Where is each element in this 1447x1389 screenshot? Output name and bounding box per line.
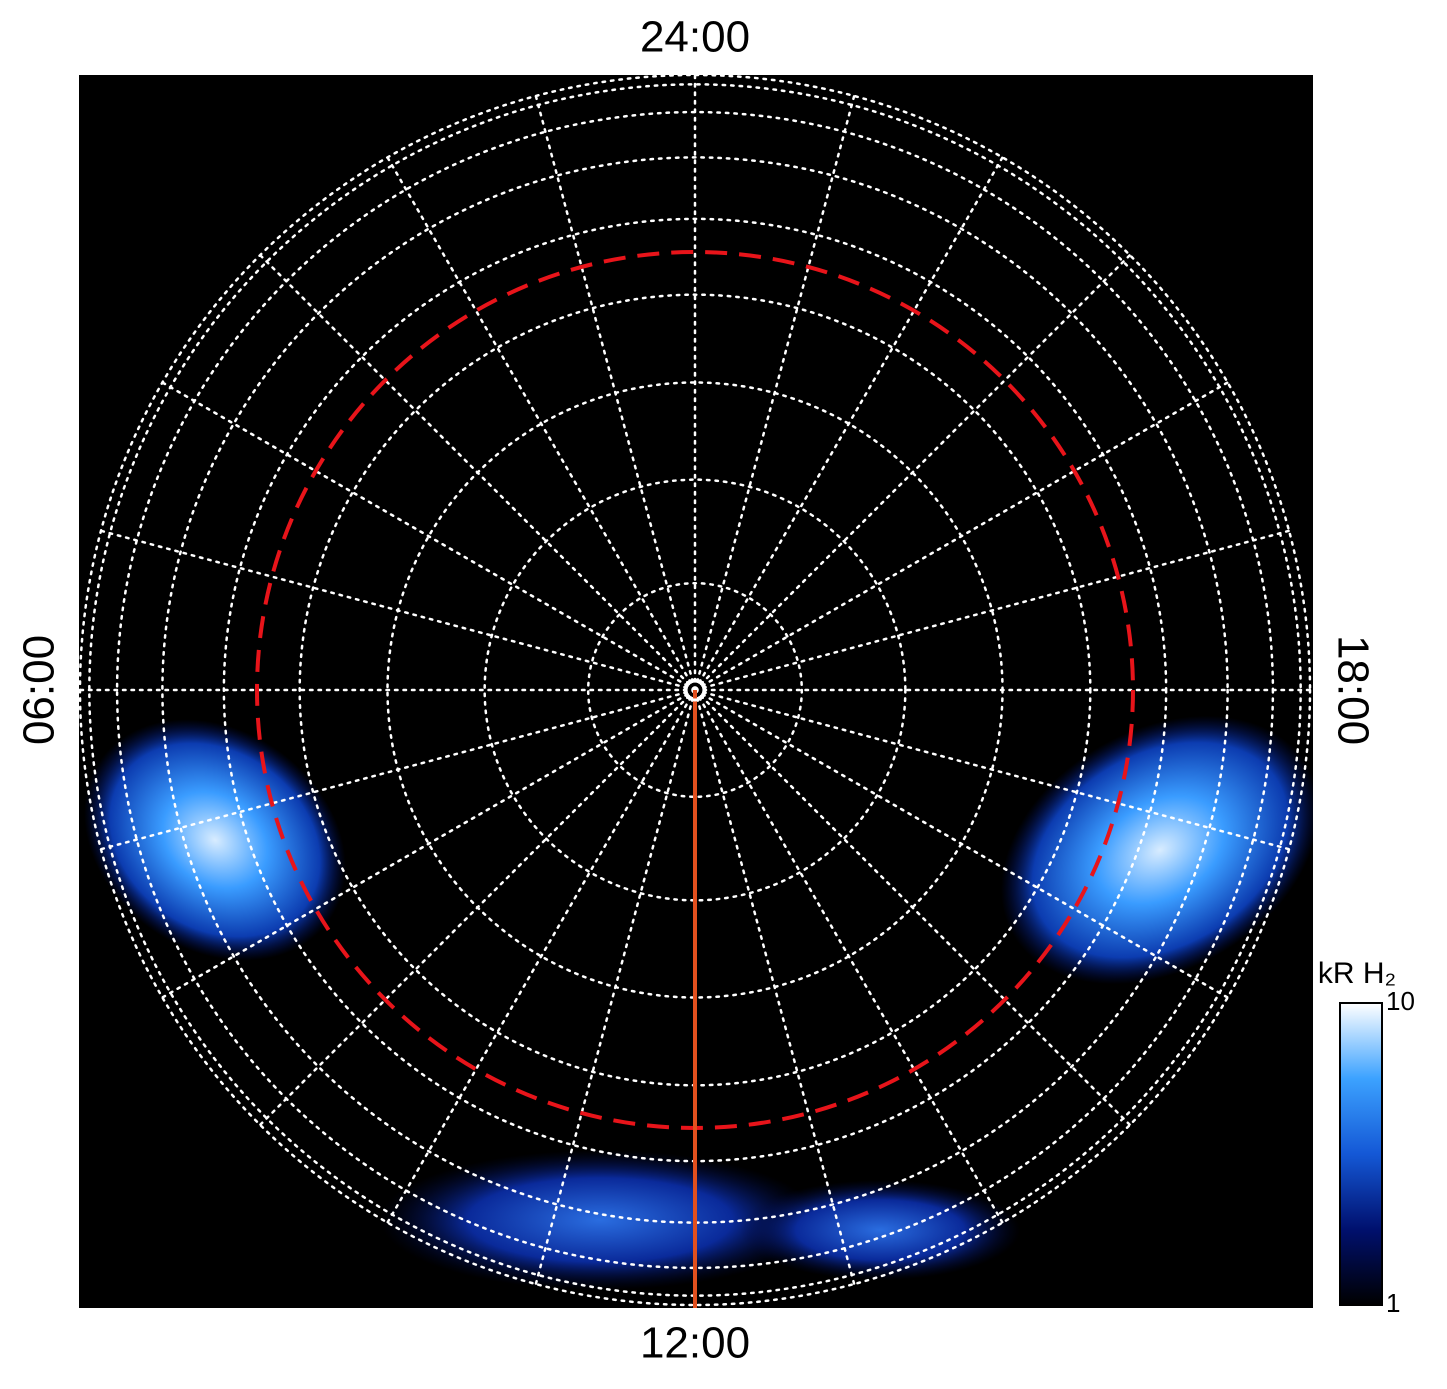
meridian xyxy=(693,529,1291,692)
meridian xyxy=(99,529,697,692)
meridian xyxy=(534,94,697,692)
colorbar-tick-label: 1 xyxy=(1386,1288,1400,1318)
meridian xyxy=(161,381,697,692)
meridian xyxy=(693,253,1132,692)
colorbar-fill xyxy=(1339,1002,1383,1306)
pole-marker xyxy=(683,678,707,702)
meridian xyxy=(693,688,1291,851)
meridian xyxy=(386,688,697,1224)
meridian xyxy=(534,688,697,1286)
meridian xyxy=(693,688,856,1286)
latitude-ring xyxy=(586,581,804,799)
meridian xyxy=(693,688,1132,1127)
meridian xyxy=(693,156,1004,692)
colorbar-label: kR H₂ xyxy=(1318,957,1396,990)
meridian xyxy=(693,688,1004,1224)
colorbar: 1 10 xyxy=(1339,986,1415,1318)
meridian xyxy=(258,688,697,1127)
lt-label-right: 18:00 xyxy=(1328,635,1377,745)
meridian xyxy=(99,688,697,851)
meridian xyxy=(693,94,856,692)
meridian xyxy=(258,253,697,692)
meridian xyxy=(693,381,1229,692)
lt-label-bottom: 12:00 xyxy=(640,1319,750,1368)
meridian xyxy=(693,688,1229,999)
lt-label-top: 24:00 xyxy=(640,13,750,62)
meridian xyxy=(161,688,697,999)
colorbar-tick-label: 10 xyxy=(1386,986,1415,1016)
meridian xyxy=(386,156,697,692)
lt-label-left: 06:00 xyxy=(15,635,64,745)
